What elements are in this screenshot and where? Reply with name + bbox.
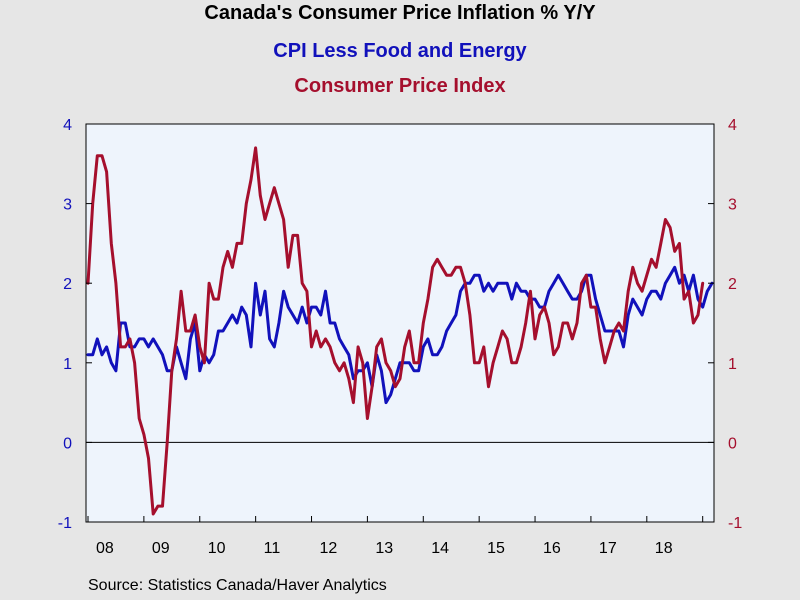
- chart-title: Canada's Consumer Price Inflation % Y/Y: [204, 2, 596, 24]
- x-tick-label: 09: [152, 540, 170, 557]
- y-left-tick-label: 0: [63, 435, 72, 452]
- x-tick-label: 16: [543, 540, 561, 557]
- x-tick-label: 08: [96, 540, 114, 557]
- series-line-cpi: [86, 146, 705, 516]
- source-note: Source: Statistics Canada/Haver Analytic…: [88, 577, 387, 594]
- y-left-tick-label: 4: [63, 117, 72, 134]
- x-tick-label: 18: [655, 540, 673, 557]
- y-right-tick-label: 3: [728, 197, 737, 214]
- y-right-tick-label: -1: [728, 515, 742, 532]
- y-right-tick-label: 2: [728, 276, 737, 293]
- x-tick-label: 15: [487, 540, 505, 557]
- y-left-tick-label: 1: [63, 356, 72, 373]
- plot-area: [85, 123, 715, 523]
- x-tick-label: 10: [208, 540, 226, 557]
- series-line-core-cpi: [86, 265, 714, 405]
- series-label-cpi: Consumer Price Index: [294, 75, 506, 97]
- y-right-tick-label: 4: [728, 117, 737, 134]
- y-left-tick-label: -1: [58, 515, 72, 532]
- x-tick-label: 17: [599, 540, 617, 557]
- series-label-core-cpi: CPI Less Food and Energy: [273, 40, 527, 62]
- x-tick-label: 14: [431, 540, 449, 557]
- x-tick-label: 12: [320, 540, 338, 557]
- y-right-tick-label: 1: [728, 356, 737, 373]
- x-tick-label: 11: [264, 540, 281, 557]
- y-left-tick-label: 3: [63, 197, 72, 214]
- y-left-tick-label: 2: [63, 276, 72, 293]
- y-right-tick-label: 0: [728, 435, 737, 452]
- x-tick-label: 13: [375, 540, 393, 557]
